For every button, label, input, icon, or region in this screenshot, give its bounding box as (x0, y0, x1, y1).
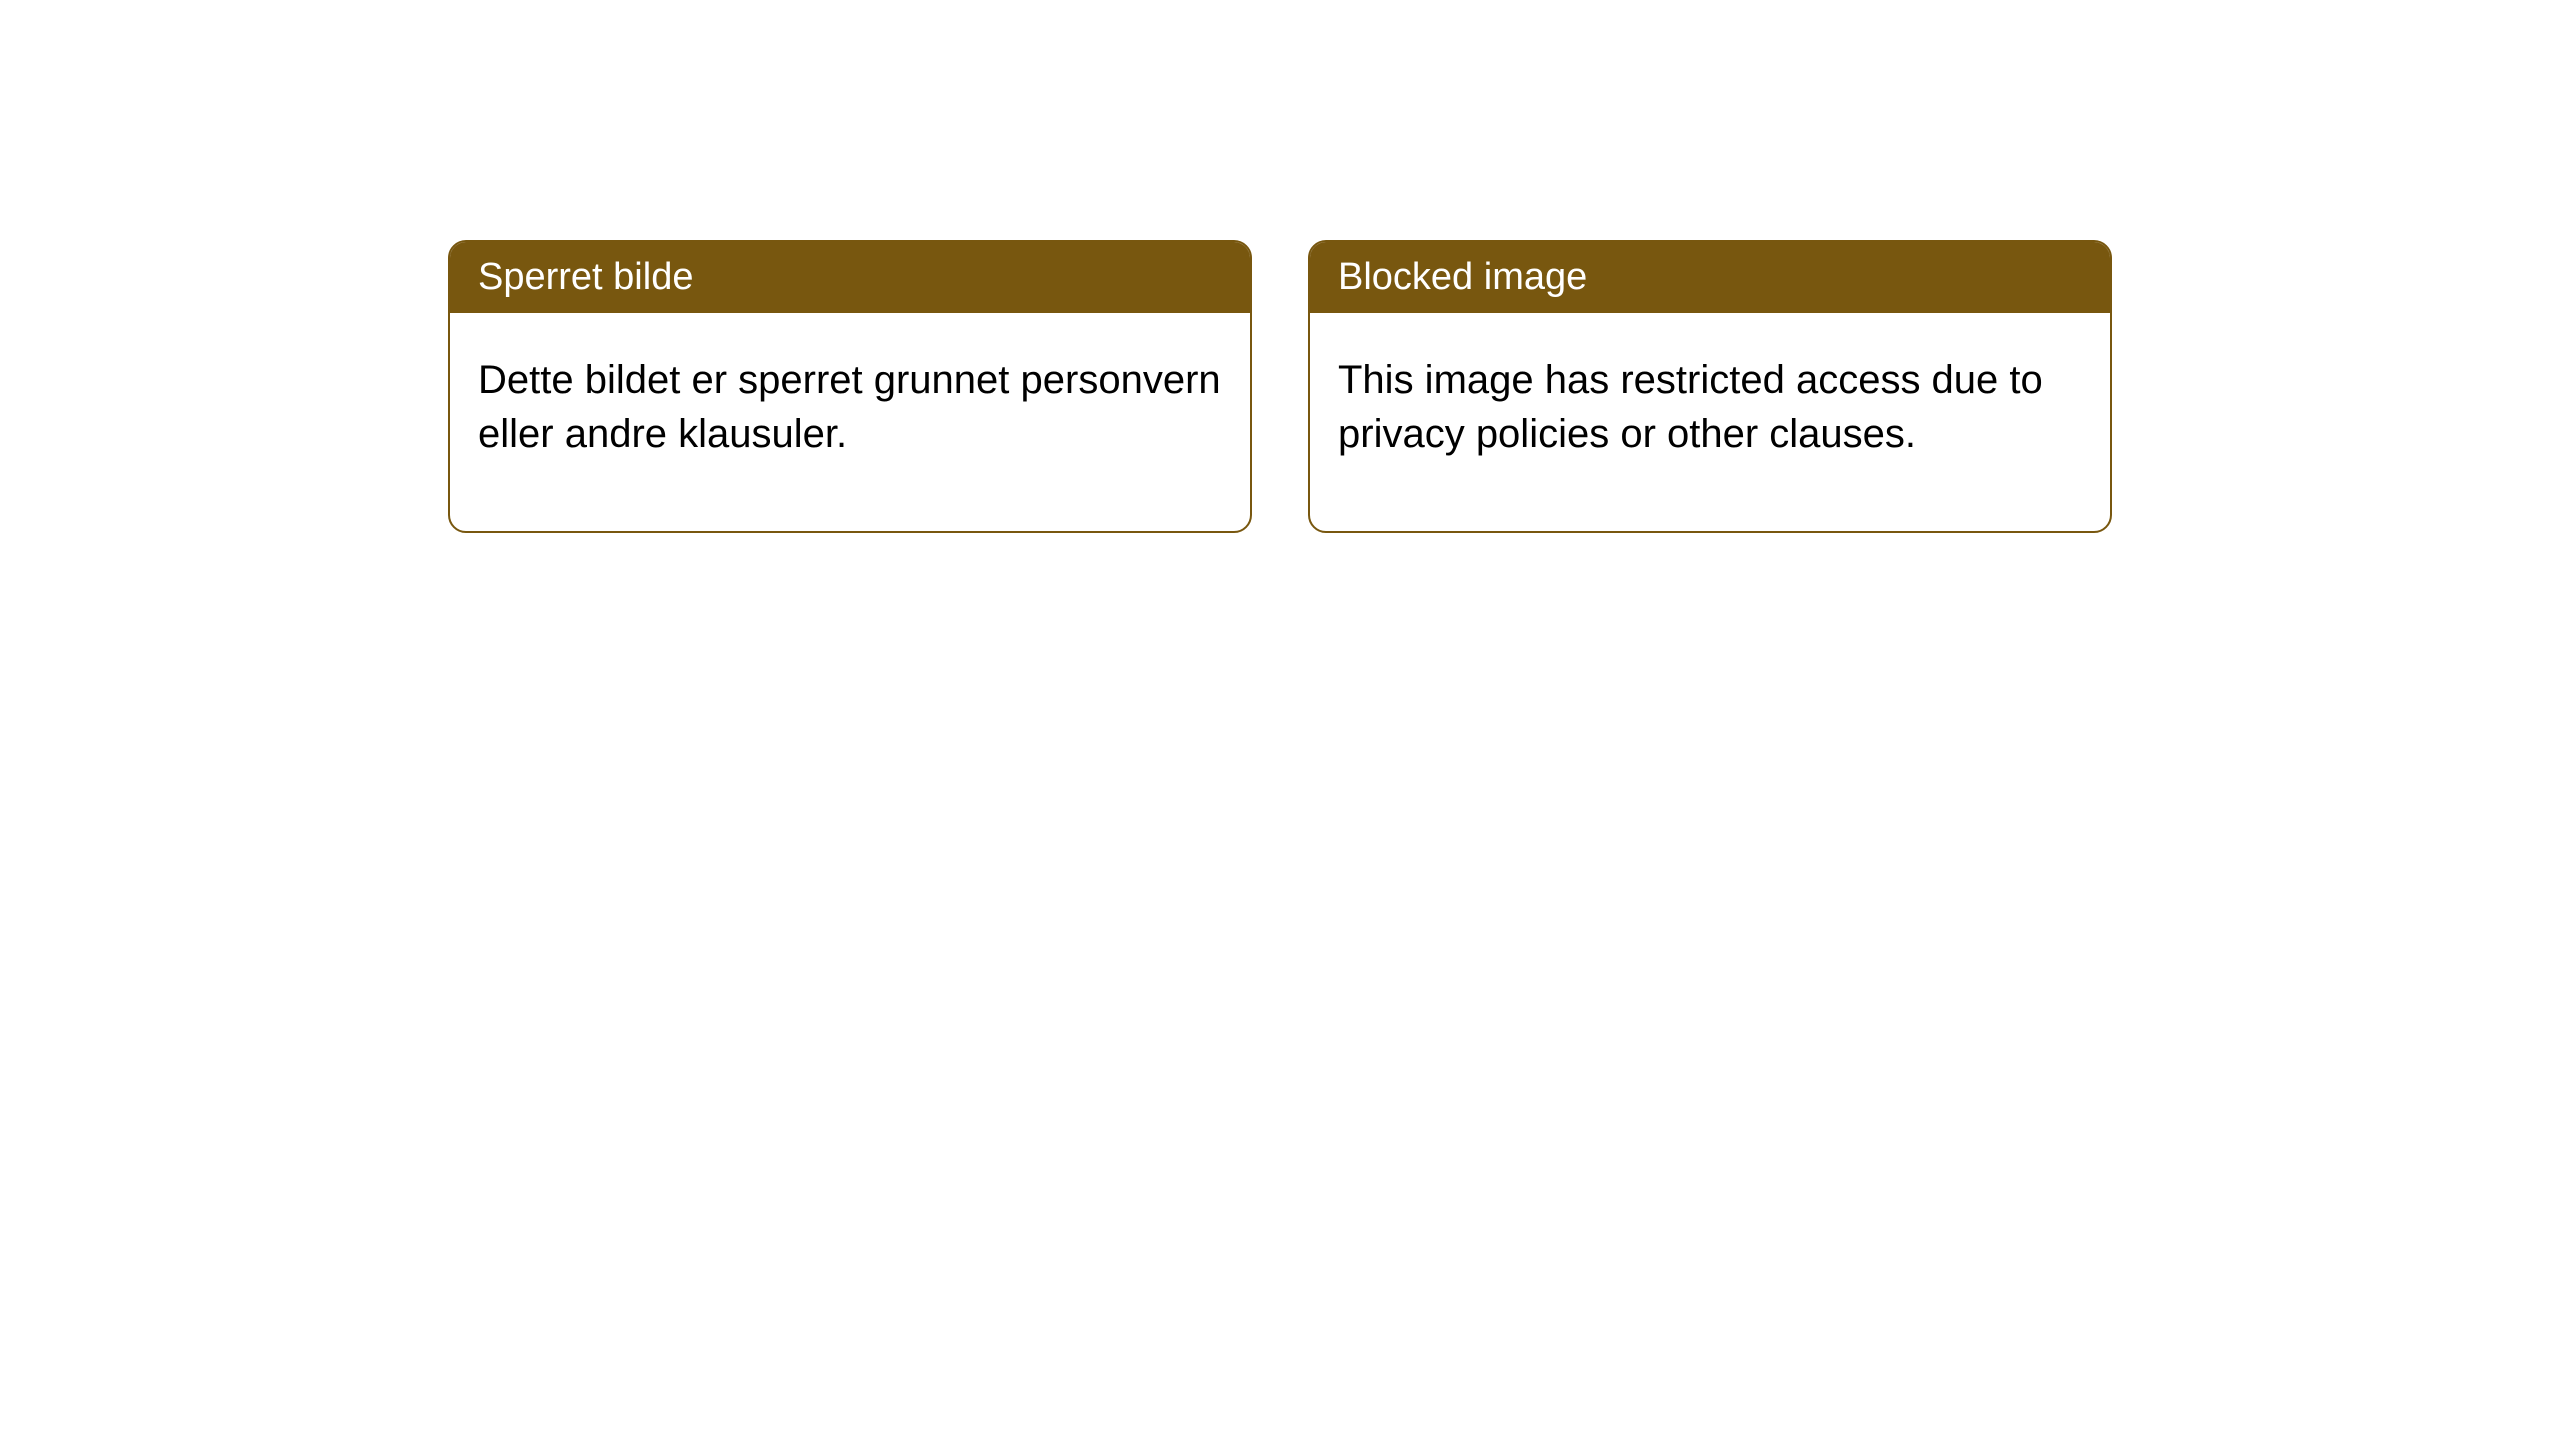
card-body-no: Dette bildet er sperret grunnet personve… (450, 313, 1250, 531)
card-header-en: Blocked image (1310, 242, 2110, 313)
card-header-no: Sperret bilde (450, 242, 1250, 313)
card-body-en: This image has restricted access due to … (1310, 313, 2110, 531)
notice-container: Sperret bilde Dette bildet er sperret gr… (0, 0, 2560, 533)
blocked-image-card-no: Sperret bilde Dette bildet er sperret gr… (448, 240, 1252, 533)
blocked-image-card-en: Blocked image This image has restricted … (1308, 240, 2112, 533)
